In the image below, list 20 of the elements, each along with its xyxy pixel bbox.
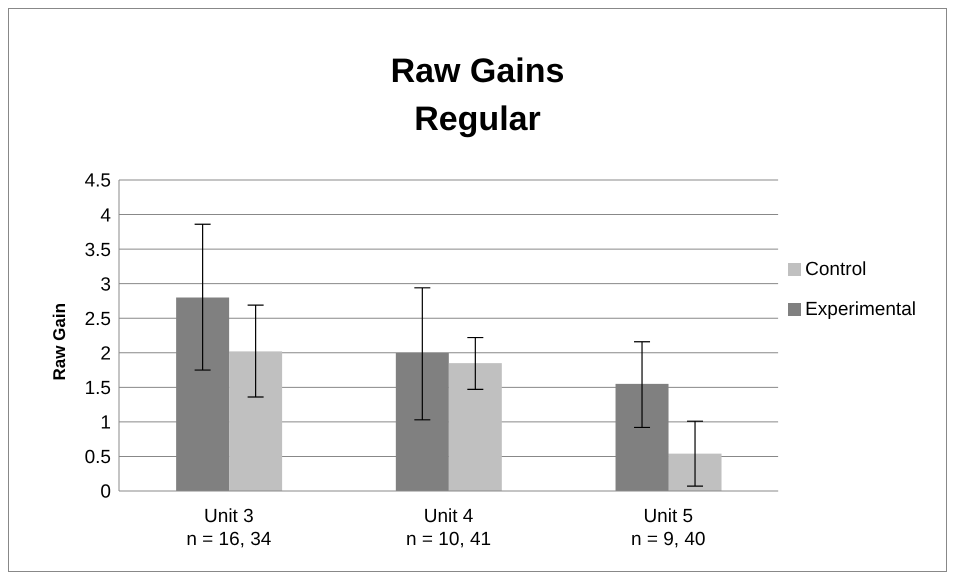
x-tick-label: Unit 4 n = 10, 41 [406, 506, 492, 550]
y-axis-title: Raw Gain [50, 303, 70, 380]
bar [229, 351, 282, 491]
y-tick-label: 4.5 [84, 170, 111, 192]
y-tick-label: 3.5 [84, 240, 111, 261]
x-tick-label: Unit 3 n = 16, 34 [186, 506, 272, 550]
y-tick-label: 3 [100, 274, 111, 296]
legend-label: Experimental [805, 299, 916, 320]
y-tick-label: 1 [100, 412, 111, 434]
chart-title: Raw Gains Regular [390, 51, 566, 140]
y-tick-label: 2.5 [84, 308, 111, 330]
legend-label: Control [805, 259, 866, 280]
y-tick-label: 0.5 [84, 447, 111, 468]
y-tick-label: 2 [100, 344, 111, 365]
x-tick-label: Unit 5 n = 9, 40 [631, 506, 706, 550]
bar [668, 454, 722, 491]
y-tick-label: 1.5 [84, 378, 111, 400]
bar [448, 363, 502, 491]
y-tick-label: 0 [100, 482, 111, 503]
y-tick-label: 4 [100, 205, 112, 226]
